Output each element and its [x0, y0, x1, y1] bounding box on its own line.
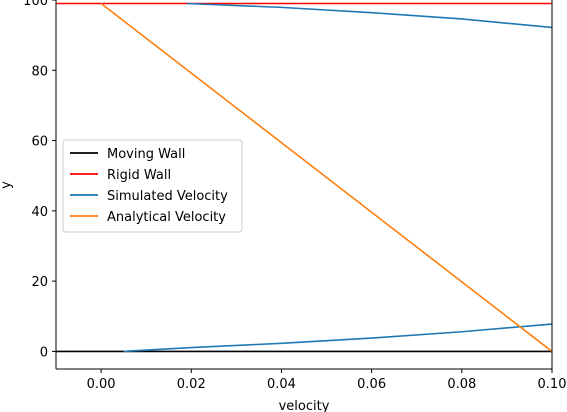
legend-label-rigid-wall: Rigid Wall	[107, 168, 171, 183]
y-tick-label: 80	[31, 64, 48, 79]
y-tick-label: 0	[40, 345, 48, 360]
legend: Moving Wall Rigid Wall Simulated Velocity A…	[62, 139, 243, 233]
series-line-analytical-velocity	[100, 2, 552, 353]
y-axis-label: y	[0, 181, 14, 189]
x-tick-label: 0.00	[87, 377, 116, 392]
x-axis-label: velocity	[279, 399, 330, 412]
axes: 0.00 0.02 0.04 0.06 0.08 0.10 0 20 40 60 80 100	[23, 0, 566, 392]
y-tick-label: 60	[31, 135, 48, 150]
series-line-simulated-velocity-1	[123, 323, 552, 353]
x-tick-label: 0.06	[357, 377, 386, 392]
legend-box	[62, 139, 243, 233]
series-line-simulated-velocity-2	[186, 2, 552, 29]
x-tick-label: 0.10	[538, 377, 567, 392]
y-tick-label: 40	[31, 205, 48, 220]
legend-label-moving-wall: Moving Wall	[107, 147, 185, 162]
plot-area	[56, 2, 552, 353]
y-tick-label: 100	[23, 0, 48, 9]
x-tick-label: 0.08	[447, 377, 476, 392]
x-tick-label: 0.04	[267, 377, 296, 392]
y-tick-label: 20	[31, 275, 48, 290]
legend-label-simulated-velocity: Simulated Velocity	[107, 189, 228, 204]
x-tick-label: 0.02	[177, 377, 206, 392]
legend-label-analytical-velocity: Analytical Velocity	[107, 210, 226, 225]
